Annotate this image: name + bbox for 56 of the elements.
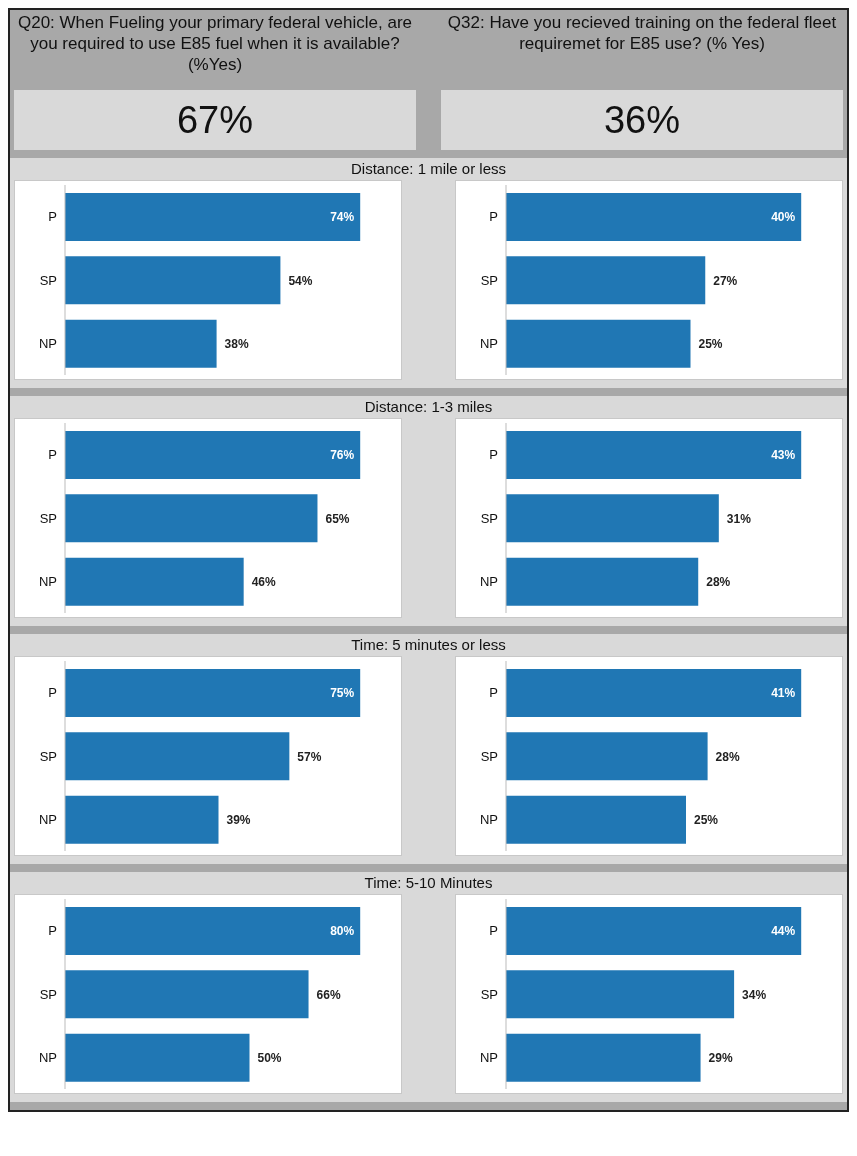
y-tick-label: NP	[38, 335, 57, 351]
text: Q20: When Fueling your primary federal vehicle, are you required to use E85 fuel when it is available? (%Yes)	[17, 12, 413, 76]
data-label: 74%	[330, 210, 355, 225]
text: 36%	[603, 98, 681, 142]
data-label: 38%	[224, 336, 249, 351]
data-label: 27%	[713, 273, 738, 288]
y-tick-label: P	[48, 685, 57, 701]
data-label: 76%	[330, 448, 355, 463]
data-label: 40%	[771, 210, 796, 225]
data-label: 57%	[297, 749, 322, 764]
y-tick-label: P	[48, 923, 57, 939]
data-label: 44%	[771, 924, 796, 939]
data-label: 41%	[771, 686, 796, 701]
data-label: 25%	[694, 812, 719, 827]
data-label: 28%	[715, 749, 740, 764]
y-tick-label: NP	[479, 811, 498, 827]
data-label: 54%	[288, 273, 313, 288]
data-label: 66%	[316, 987, 341, 1002]
y-tick-label: P	[489, 447, 498, 463]
y-tick-label: NP	[38, 1049, 57, 1065]
text: Distance: 1-3 miles	[363, 397, 494, 417]
y-tick-label: SP	[39, 986, 57, 1002]
data-label: 50%	[257, 1050, 282, 1065]
y-tick-label: NP	[479, 335, 498, 351]
data-label: 75%	[330, 686, 355, 701]
data-label: 39%	[226, 812, 251, 827]
text: 67%	[176, 98, 254, 142]
y-tick-label: NP	[38, 811, 57, 827]
y-tick-label: P	[48, 209, 57, 225]
y-tick-label: P	[489, 209, 498, 225]
y-tick-label: SP	[39, 510, 57, 526]
y-tick-label: P	[489, 923, 498, 939]
y-tick-label: NP	[479, 573, 498, 589]
data-label: 65%	[325, 511, 350, 526]
y-tick-label: SP	[480, 986, 498, 1002]
text: Q32: Have you recieved training on the federal fleet requiremet for E85 use? (% Yes)	[446, 12, 838, 55]
y-tick-label: NP	[38, 573, 57, 589]
data-label: 31%	[726, 511, 752, 526]
y-tick-label: NP	[479, 1049, 498, 1065]
y-tick-label: P	[48, 447, 57, 463]
data-label: 43%	[771, 448, 796, 463]
data-label: 28%	[706, 574, 731, 589]
data-label: 34%	[742, 987, 767, 1002]
y-tick-label: P	[489, 685, 498, 701]
y-tick-label: SP	[480, 272, 498, 288]
text: Distance: 1 mile or less	[349, 159, 508, 179]
data-label: 25%	[698, 336, 723, 351]
data-label: 80%	[330, 924, 355, 939]
text: Time: 5-10 Minutes	[363, 873, 494, 893]
y-tick-label: SP	[39, 748, 57, 764]
y-tick-label: SP	[39, 272, 57, 288]
y-tick-label: SP	[480, 748, 498, 764]
y-tick-label: SP	[480, 510, 498, 526]
data-label: 29%	[708, 1050, 733, 1065]
data-label: 46%	[251, 574, 277, 589]
text: Time: 5 minutes or less	[350, 635, 507, 655]
